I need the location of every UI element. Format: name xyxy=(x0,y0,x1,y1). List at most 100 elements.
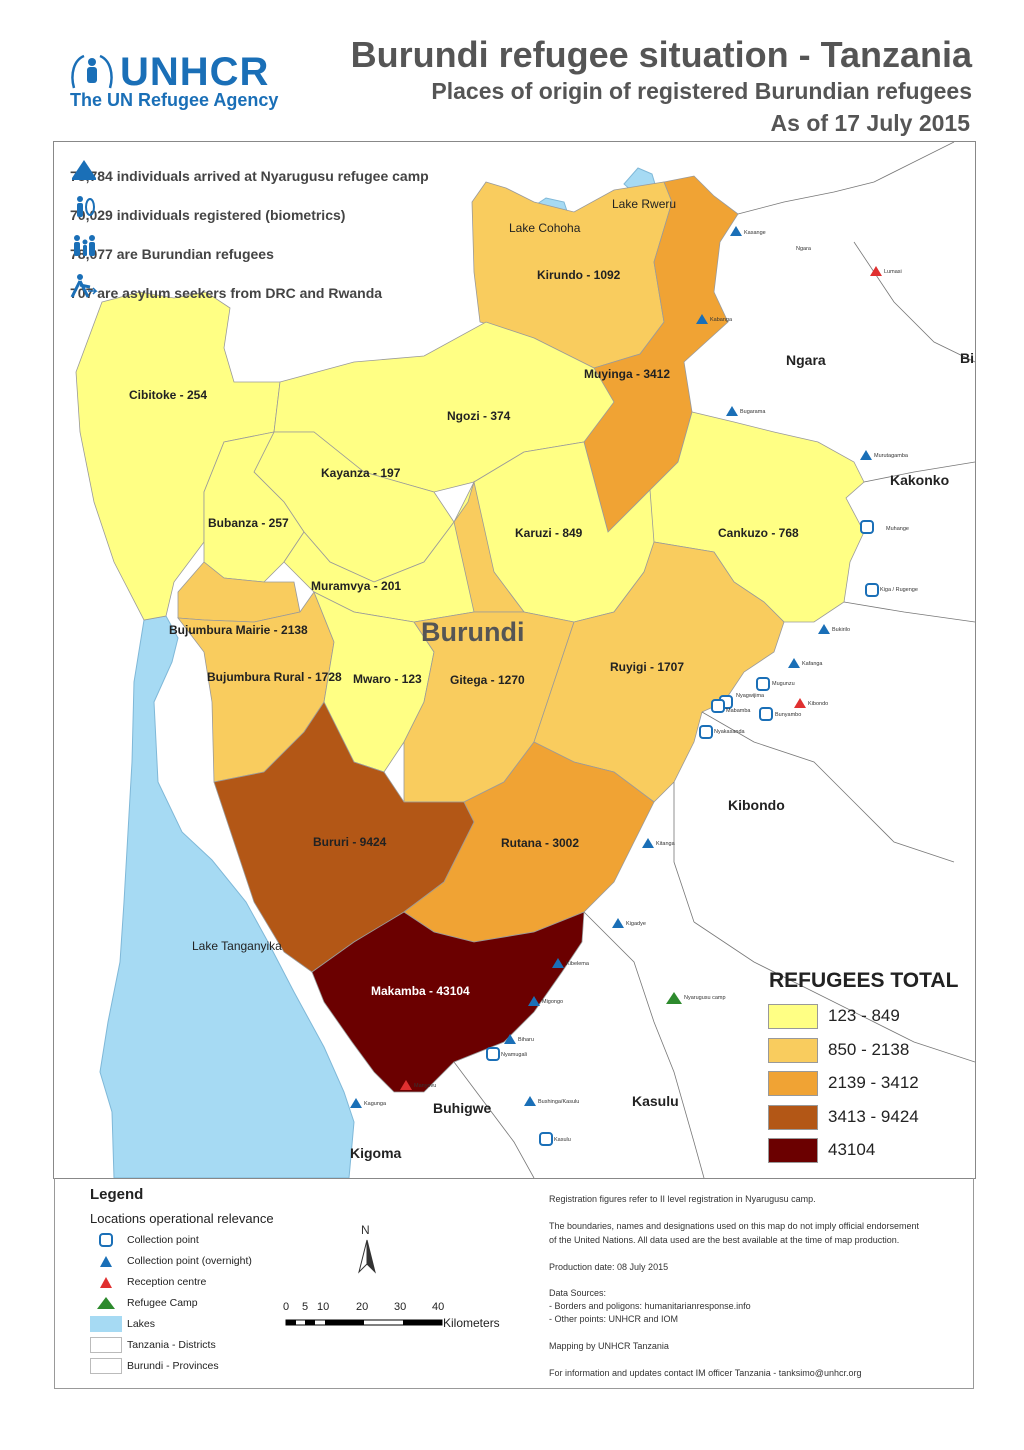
note-line: Data Sources: xyxy=(549,1288,607,1298)
label-lake-tanganyika: Lake Tanganyika xyxy=(192,939,282,953)
refugee-family-icon xyxy=(74,235,95,256)
as-of-date: As of 17 July 2015 xyxy=(770,110,970,136)
label-bubanza: Bubanza - 257 xyxy=(208,516,289,530)
point-label: Biharu xyxy=(518,1037,534,1043)
point-label: Kabanga xyxy=(710,317,733,323)
label-makamba: Makamba - 43104 xyxy=(371,984,470,998)
legend-item: Reception centre xyxy=(90,1273,206,1291)
unhcr-logo: UNHCR The UN Refugee Agency xyxy=(68,48,298,118)
point-label: Kasulu xyxy=(554,1137,571,1143)
legend-item: Tanzania - Districts xyxy=(90,1336,216,1354)
page-subtitle: Places of origin of registered Burundian… xyxy=(431,78,972,104)
point-label: Kasange xyxy=(744,230,766,236)
legend-title: Legend xyxy=(90,1186,144,1203)
point-label: Mabamba xyxy=(726,708,751,714)
legend-item: Burundi - Provinces xyxy=(90,1357,219,1375)
note-line: Production date: 08 July 2015 xyxy=(549,1262,669,1272)
north-arrow-icon: N xyxy=(358,1223,376,1274)
label-rutana: Rutana - 3002 xyxy=(501,836,580,850)
legend-item-label: Tanzania - Districts xyxy=(127,1339,216,1351)
legend-item-label: Lakes xyxy=(127,1318,156,1330)
class-label: 43104 xyxy=(828,1140,876,1159)
lakes-swatch xyxy=(90,1316,122,1332)
stat-text: 78,784 individuals arrived at Nyarugusu … xyxy=(70,167,429,184)
reception-centres xyxy=(400,266,882,1090)
point-label: Kigadye xyxy=(626,921,646,927)
stat-registered: 70,029 individuals registered (biometric… xyxy=(70,195,429,234)
point-label: Bukirilo xyxy=(832,627,851,633)
asylum-seeker-icon xyxy=(70,274,98,298)
refugee-camps xyxy=(666,992,682,1004)
label-bujumbura-mairie: Bujumbura Mairie - 2138 xyxy=(169,623,308,637)
swatch xyxy=(768,1070,818,1096)
legend-item-label: Collection point (overnight) xyxy=(127,1255,252,1267)
swatch xyxy=(768,1037,818,1063)
swatch xyxy=(768,1104,818,1130)
label-mwaro: Mwaro - 123 xyxy=(353,672,422,686)
class-label: 2139 - 3412 xyxy=(828,1073,919,1092)
label-cibitoke: Cibitoke - 254 xyxy=(129,388,208,402)
point-label: Kafanga xyxy=(802,661,823,667)
point-label: Mugunzu xyxy=(772,681,795,687)
label-ngozi: Ngozi - 374 xyxy=(447,409,511,423)
point-label: Kibelema xyxy=(566,961,589,967)
legend-item: Collection point (overnight) xyxy=(90,1252,252,1270)
legend-item: Lakes xyxy=(90,1315,155,1333)
district-ngara: Ngara xyxy=(786,352,826,368)
legend-panel: Legend Locations operational relevance C… xyxy=(54,1178,974,1389)
point-label: Migongo xyxy=(542,999,564,1005)
district-bi: Bi xyxy=(960,350,974,366)
north-label: N xyxy=(361,1223,370,1237)
point-label: Kitanga xyxy=(656,841,675,847)
swatch xyxy=(768,1137,818,1163)
label-lake-cohoha: Lake Cohoha xyxy=(509,221,581,235)
logo-subtitle: The UN Refugee Agency xyxy=(70,90,279,110)
biometrics-icon xyxy=(77,196,95,217)
scale-tick: 0 xyxy=(283,1301,289,1313)
point-label: Bugarama xyxy=(740,409,766,415)
point-label: Kibondo xyxy=(808,701,829,707)
note-line: The boundaries, names and designations u… xyxy=(549,1221,920,1231)
district-kasulu: Kasulu xyxy=(632,1093,679,1109)
scale-tick: 40 xyxy=(432,1301,444,1313)
point-label: Bunyambo xyxy=(775,712,802,718)
point-label: Bushinga/Kasulu xyxy=(538,1099,580,1105)
districts-swatch xyxy=(90,1337,122,1353)
label-kayanza: Kayanza - 197 xyxy=(321,466,401,480)
reception-centre-icon xyxy=(100,1277,112,1288)
note-line: Registration figures refer to II level r… xyxy=(549,1194,816,1204)
overnight-points xyxy=(350,226,872,1108)
point-label: Nyarugusu camp xyxy=(684,995,726,1001)
stat-arrivals: 78,784 individuals arrived at Nyarugusu … xyxy=(70,156,429,195)
scale-bar-graphic: 0 5 10 20 30 40 xyxy=(283,1301,444,1326)
scale-unit: Kilometers xyxy=(443,1316,500,1330)
collection-point-icon xyxy=(99,1233,113,1247)
class-row: 43104 xyxy=(768,1137,875,1163)
note-line: For information and updates contact IM o… xyxy=(549,1368,862,1378)
point-label: Nyamugali xyxy=(501,1052,527,1058)
note-line: Mapping by UNHCR Tanzania xyxy=(549,1341,669,1351)
stat-text: 707 are asylum seekers from DRC and Rwan… xyxy=(70,284,383,301)
scale-tick: 10 xyxy=(317,1301,329,1313)
collection-points xyxy=(486,520,879,1146)
label-bujumbura-rural: Bujumbura Rural - 1728 xyxy=(207,670,342,684)
legend-item-label: Collection point xyxy=(127,1234,199,1246)
district-kakonko: Kakonko xyxy=(890,472,950,488)
class-row: 2139 - 3412 xyxy=(768,1070,919,1096)
stat-burundian: 78,077 are Burundian refugees xyxy=(70,234,429,273)
label-lake-rweru: Lake Rweru xyxy=(612,197,677,211)
unhcr-emblem-icon xyxy=(71,54,113,89)
stat-asylum: 707 are asylum seekers from DRC and Rwan… xyxy=(70,273,429,312)
note-line: of the United Nations. All data used are… xyxy=(549,1235,900,1245)
district-buhigwe: Buhigwe xyxy=(433,1100,492,1116)
stats-panel: 78,784 individuals arrived at Nyarugusu … xyxy=(70,156,429,312)
note-line: - Borders and poligons: humanitarianresp… xyxy=(549,1301,751,1311)
legend-subtitle: Locations operational relevance xyxy=(90,1211,274,1226)
camp-arrival-icon xyxy=(72,160,96,180)
scale-tick: 30 xyxy=(394,1301,406,1313)
stat-text: 78,077 are Burundian refugees xyxy=(70,245,274,262)
point-label: Murutagamba xyxy=(874,453,908,459)
scale-tick: 20 xyxy=(356,1301,368,1313)
legend-item: Refugee Camp xyxy=(90,1294,198,1312)
provinces-swatch xyxy=(90,1358,122,1374)
